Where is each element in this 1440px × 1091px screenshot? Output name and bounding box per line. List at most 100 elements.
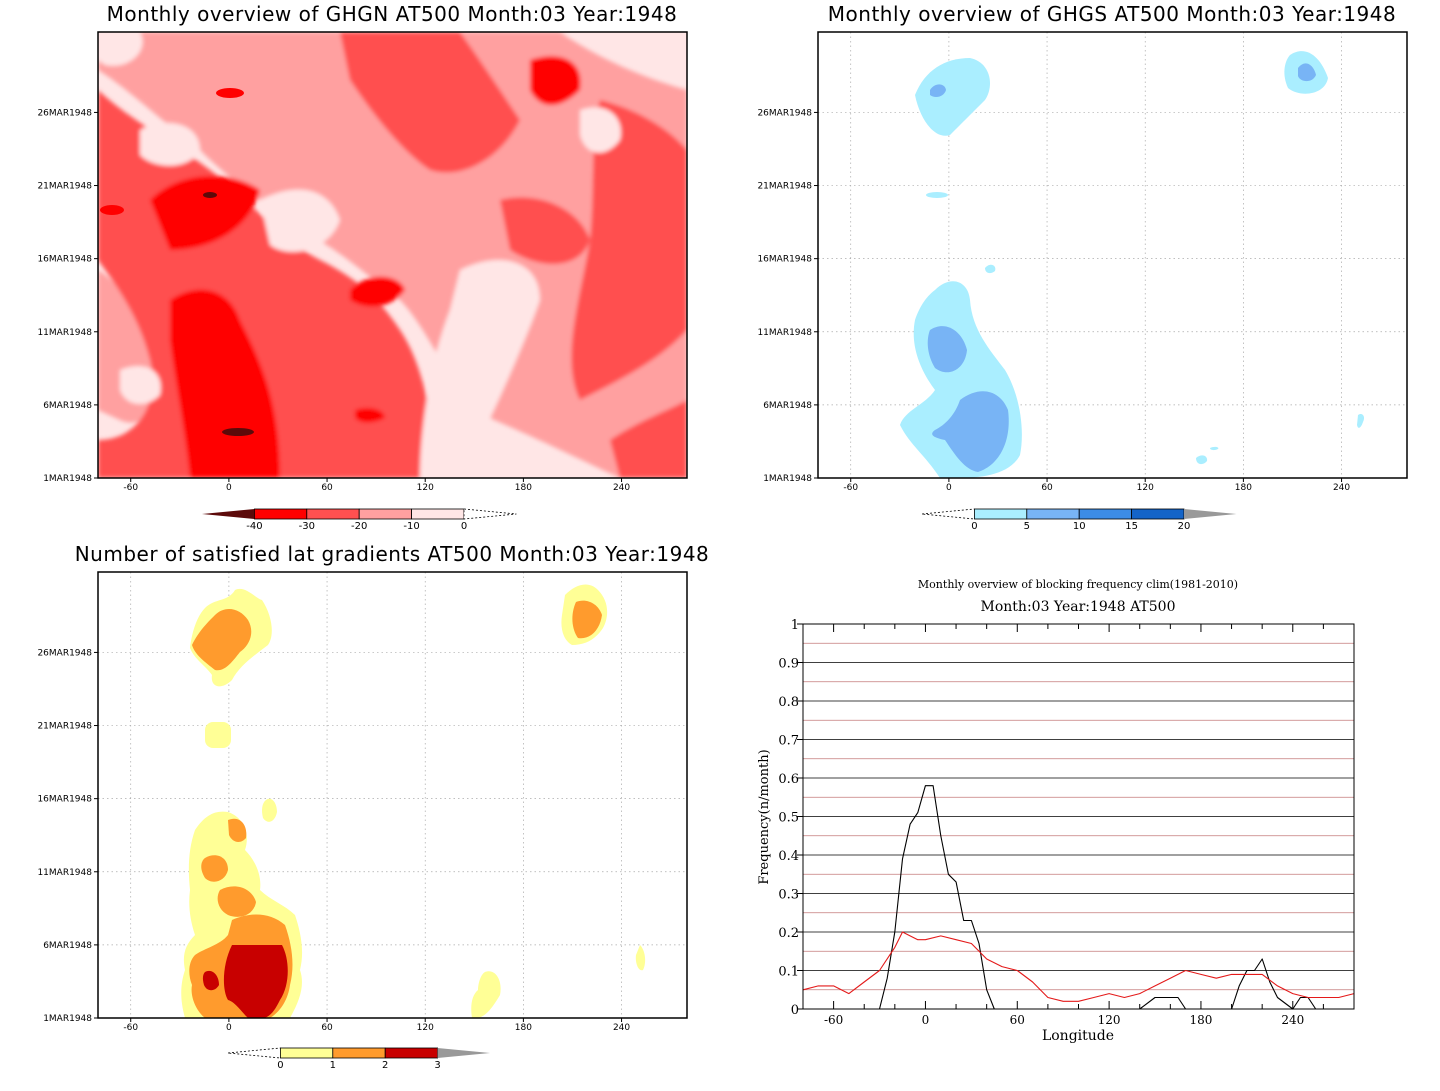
y-tick-label: 0.5: [778, 811, 799, 826]
band-minus30: [530, 56, 581, 105]
axes: -60 0 60 120 180 240 1MAR1948 6MAR1948 11MAR1948…: [37, 648, 630, 1033]
x-tick-label: 120: [1098, 1013, 1121, 1027]
gridlines: [98, 572, 687, 1018]
colorbar-label: 0: [461, 521, 467, 532]
band-near-zero: [260, 189, 340, 252]
level-2: [192, 608, 252, 671]
band-5: [926, 192, 948, 198]
y-tick-label: 0.1: [778, 965, 799, 980]
band-5: [985, 264, 996, 274]
x-tick-label: 120: [417, 1023, 434, 1033]
band-5: [915, 58, 990, 136]
x-tick-label: -60: [123, 1023, 138, 1033]
y-tick-label: 11MAR1948: [37, 868, 92, 878]
colorbar-segment: [253, 508, 308, 520]
panel-lat-gradients: Number of satisfied lat gradients AT500 …: [37, 542, 710, 1033]
contour-field: [98, 32, 687, 478]
colorbar-label: 20: [1178, 521, 1191, 532]
band-minus30: [355, 407, 385, 423]
colorbar-label: 3: [434, 1060, 440, 1071]
y-tick-label: 6MAR1948: [43, 941, 92, 951]
colorbar-segment: [1131, 508, 1185, 520]
band-minus20: [571, 100, 687, 400]
y-tick-label: 0.9: [778, 657, 799, 672]
x-tick-label: 120: [1137, 483, 1154, 493]
colorbar-label: 15: [1125, 521, 1138, 532]
colorbar-label: 5: [1024, 521, 1030, 532]
plot-frame: [817, 31, 1408, 479]
level-2: [217, 886, 256, 917]
colorbars: -40 -30 -20 -10 0 0 5 10 15 200 1 2 3: [202, 508, 1237, 1071]
band-minus20: [500, 197, 590, 264]
x-axis-label: Longitude: [1042, 1028, 1114, 1044]
band-minus30: [100, 205, 124, 215]
x-tick-label: 0: [922, 1013, 930, 1027]
band-near-zero: [140, 122, 200, 166]
x-tick-label: -60: [843, 483, 858, 493]
colorbar-segment: [358, 508, 413, 520]
colorbar-segment: [974, 508, 1028, 520]
y-tick-label: 16MAR1948: [37, 255, 92, 265]
band-near-zero: [98, 32, 143, 66]
x-tick-label: 120: [417, 483, 434, 493]
colorbar-triangle: [437, 1048, 490, 1058]
colorbar-label: 10: [1073, 521, 1086, 532]
band-near-zero: [580, 107, 621, 153]
line-chart: 0 0.1 0.2 0.3 0.4 0.5 0.6 0.7 0.8 0.9 1 -60 0 60 120 18…: [778, 618, 1355, 1027]
colorbar-triangle: [463, 508, 517, 520]
band-10: [930, 84, 946, 98]
band-5: [1357, 413, 1365, 428]
y-tick-label: 11MAR1948: [37, 328, 92, 338]
chart-subtitle: Month:03 Year:1948 AT500: [981, 599, 1176, 615]
y-tick-label: 26MAR1948: [37, 108, 92, 118]
x-tick-label: 240: [1281, 1013, 1304, 1027]
colorbar-segment: [306, 508, 360, 520]
band-minus40: [203, 192, 217, 198]
y-tick-label: 1MAR1948: [43, 474, 92, 484]
contour-field: [900, 51, 1365, 478]
x-tick-label: 60: [1041, 483, 1053, 493]
colorbar-segment: [384, 1047, 439, 1059]
plot-frame: [97, 31, 688, 479]
y-tick-label: 0.8: [778, 695, 799, 710]
y-tick-label: 21MAR1948: [37, 182, 92, 192]
colorbar-triangle: [202, 509, 255, 519]
level-2: [228, 818, 247, 842]
chart-title: Number of satisfied lat gradients AT500 …: [75, 542, 710, 566]
x-tick-label: 60: [321, 483, 333, 493]
y-tick-label: 0.3: [778, 888, 799, 903]
panel-blocking-frequency: Monthly overview of blocking frequency c…: [757, 578, 1355, 1044]
level-1: [471, 971, 501, 1018]
band-10: [932, 391, 1009, 472]
band-near-zero: [420, 260, 540, 478]
level-3: [202, 970, 219, 991]
colorbar-label: -20: [351, 521, 367, 532]
x-tick-label: 240: [613, 1023, 630, 1033]
y-tick-label: 16MAR1948: [37, 795, 92, 805]
band-minus20: [340, 32, 520, 173]
y-tick-label: 16MAR1948: [757, 255, 812, 265]
colorbar-segment: [1078, 508, 1132, 520]
band-near-zero: [120, 366, 161, 405]
y-tick-label: 26MAR1948: [757, 108, 812, 118]
colorbar-label: -40: [246, 521, 262, 532]
colorbar-triangle: [921, 508, 975, 520]
colorbar: -40 -30 -20 -10 0: [202, 508, 517, 532]
colorbar-label: 1: [330, 1060, 336, 1071]
y-tick-label: 0.7: [778, 734, 799, 749]
level-3: [223, 945, 288, 1018]
band-minus30: [350, 276, 405, 307]
gridlines: [818, 32, 1407, 478]
band-minus20: [610, 400, 687, 478]
chart-title: Monthly overview of blocking frequency c…: [918, 578, 1238, 591]
band-10: [927, 326, 967, 373]
x-tick-label: -60: [123, 483, 138, 493]
level-1: [635, 945, 646, 971]
band-minus10: [98, 32, 687, 478]
plot-frame: [802, 623, 1355, 1010]
colorbar-label: 0: [277, 1060, 283, 1071]
band-5: [1196, 455, 1208, 465]
chart-title: Monthly overview of GHGN AT500 Month:03 …: [107, 2, 678, 26]
band-5: [1210, 446, 1219, 451]
